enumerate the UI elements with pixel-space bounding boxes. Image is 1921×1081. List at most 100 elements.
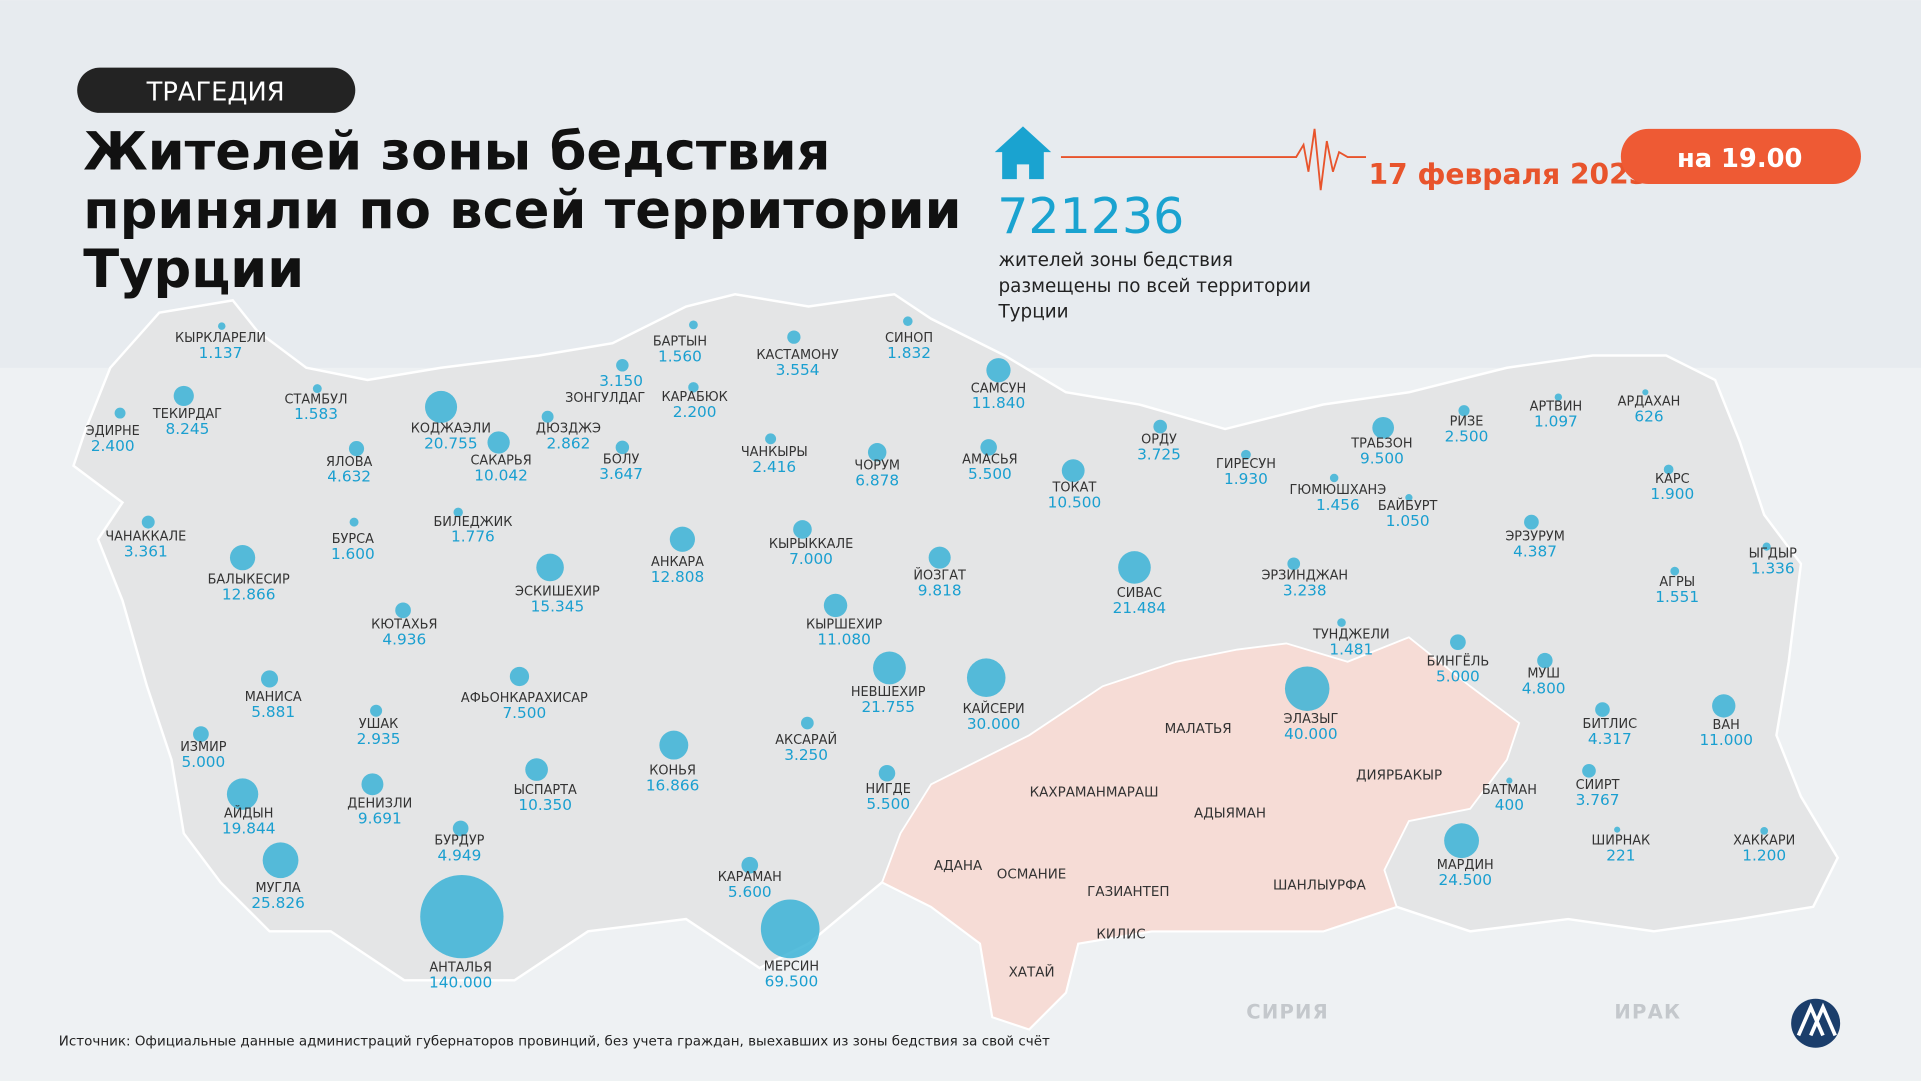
logo-mark xyxy=(1796,1002,1837,1037)
province-name: МУШ xyxy=(1527,667,1560,682)
affected-province: ШАНЛЫУРФА xyxy=(1273,878,1367,894)
province-value: 3.647 xyxy=(599,465,643,483)
province-name: АМАСЬЯ xyxy=(962,452,1017,467)
province-name: РИЗЕ xyxy=(1450,414,1484,429)
province-bubble xyxy=(361,773,384,796)
province-name: ЭСКИШЕХИР xyxy=(515,585,600,600)
province-name: БИТЛИС xyxy=(1583,717,1638,732)
province-bubble xyxy=(1670,566,1680,576)
province-bubble xyxy=(420,874,504,959)
province-bubble xyxy=(1284,666,1330,712)
province-name: БАЛЫКЕСИР xyxy=(208,572,290,587)
province-value: 5.500 xyxy=(866,795,910,813)
province-bubble xyxy=(173,385,194,407)
province-bubble xyxy=(615,440,630,455)
province-name: БИНГЁЛЬ xyxy=(1427,653,1490,669)
province-bubble xyxy=(659,730,689,760)
province-bubble xyxy=(765,433,777,445)
province-name: ШИРНАК xyxy=(1591,833,1650,848)
province-bubble xyxy=(1712,694,1736,718)
affected-province: КАХРАМАНМАРАШ xyxy=(1030,785,1159,801)
province-name: СИВАС xyxy=(1117,586,1162,601)
province-name: МАНИСА xyxy=(245,690,302,705)
province-bubble xyxy=(1663,464,1674,475)
province-value: 11.000 xyxy=(1699,731,1753,749)
country-label: СИРИЯ xyxy=(1246,1000,1329,1023)
province-value: 21.755 xyxy=(861,698,915,716)
province-bubble xyxy=(229,545,256,571)
province-name: АЙДЫН xyxy=(224,805,273,821)
province-value: 2.400 xyxy=(91,437,135,455)
affected-province: ДИЯРБАКЫР xyxy=(1356,767,1442,783)
province-value: 400 xyxy=(1495,796,1524,814)
province-name: ТУНДЖЕЛИ xyxy=(1312,628,1390,643)
province-name: БИЛЕДЖИК xyxy=(433,515,512,530)
province-name: САМСУН xyxy=(971,381,1026,396)
province-name: ТЕКИРДАГ xyxy=(152,407,222,422)
province-name: ИЗМИР xyxy=(180,740,227,755)
province-name: БУРСА xyxy=(332,532,374,547)
province-value: 1.832 xyxy=(887,344,931,362)
province-name: МУГЛА xyxy=(255,881,300,896)
province-bubble xyxy=(867,443,887,462)
province-value: 12.866 xyxy=(222,585,276,603)
house-icon xyxy=(994,126,1052,180)
province-bubble xyxy=(1458,405,1470,417)
province-value: 1.776 xyxy=(451,528,495,546)
affected-province: ГАЗИАНТЕП xyxy=(1087,884,1169,900)
province-bubble xyxy=(1595,702,1610,717)
province-value: 19.844 xyxy=(222,819,276,837)
province-bubble xyxy=(1118,551,1151,584)
province-bubble xyxy=(1506,777,1513,784)
province-name: ЯЛОВА xyxy=(326,455,373,470)
province-name: КАРАБЮК xyxy=(661,390,727,405)
province-value: 3.361 xyxy=(124,542,168,560)
province-value: 3.238 xyxy=(1283,582,1327,600)
province-value: 3.554 xyxy=(776,361,820,379)
province-bubble xyxy=(193,726,209,742)
province-bubble xyxy=(536,553,564,582)
province-name: ЭРЗИНДЖАН xyxy=(1261,569,1348,584)
province-name: НИГДЕ xyxy=(866,782,911,797)
province-value: 4.936 xyxy=(382,631,426,649)
province-bubble xyxy=(1337,618,1346,627)
province-bubble xyxy=(217,322,226,330)
province-bubble xyxy=(878,765,896,782)
province-name: СИНОП xyxy=(885,331,933,346)
time: на 19.00 xyxy=(1677,144,1802,174)
province-bubble xyxy=(760,899,820,959)
province-bubble xyxy=(141,515,155,529)
province-value: 2.935 xyxy=(357,730,401,748)
province-name: БАТМАН xyxy=(1482,783,1537,798)
province-name: КАРС xyxy=(1655,472,1690,487)
tag-pill xyxy=(77,67,356,113)
province-bubble xyxy=(980,439,997,456)
province-value: 4.800 xyxy=(1522,680,1566,698)
date: 17 февраля 2023 xyxy=(1368,158,1648,191)
province-bubble xyxy=(114,407,126,419)
title-line: Жителей зоны бедствия xyxy=(83,121,830,182)
province-name: ХАККАРИ xyxy=(1733,833,1795,848)
province-value: 1.456 xyxy=(1316,496,1360,514)
province-value: 1.551 xyxy=(1655,588,1699,606)
province-bubble xyxy=(616,359,629,372)
province-value: 1.137 xyxy=(199,344,243,362)
province-value: 9.818 xyxy=(918,582,962,600)
source: Источник: Официальные данные администрац… xyxy=(59,1033,1050,1049)
province-name: ОРДУ xyxy=(1141,433,1177,448)
province-bubble xyxy=(787,330,801,344)
province-value: 1.336 xyxy=(1751,560,1795,578)
province-bubble xyxy=(453,507,463,518)
province-name: ГИРЕСУН xyxy=(1216,457,1276,472)
province-name: ВАН xyxy=(1713,718,1740,733)
province-name: ЧАНАККАЛЕ xyxy=(105,530,186,545)
province-bubble xyxy=(1762,542,1771,551)
province-bubble xyxy=(312,384,322,394)
province-bubble xyxy=(903,316,913,326)
affected-province: КИЛИС xyxy=(1096,927,1145,943)
province-name: АНТАЛЬЯ xyxy=(429,961,492,976)
province-name: КЫРКЛАРЕЛИ xyxy=(175,331,266,346)
province-bubble xyxy=(873,651,906,685)
tag: ТРАГЕДИЯ xyxy=(146,78,285,108)
total-caption: размещены по всей территории xyxy=(998,276,1310,297)
